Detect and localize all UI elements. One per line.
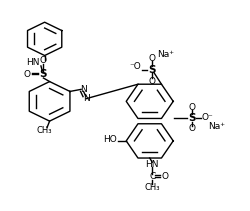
Text: O: O — [188, 124, 195, 133]
Text: O: O — [188, 103, 195, 112]
Text: ⁻O: ⁻O — [130, 62, 141, 71]
Text: HN: HN — [26, 58, 40, 67]
Text: C: C — [149, 172, 155, 181]
Text: CH₃: CH₃ — [37, 126, 52, 135]
Text: CH₃: CH₃ — [144, 183, 160, 192]
Text: Na⁺: Na⁺ — [157, 50, 174, 58]
Text: S: S — [40, 69, 47, 79]
Text: S: S — [188, 113, 196, 123]
Text: O: O — [24, 70, 31, 79]
Text: N: N — [80, 85, 87, 94]
Text: S: S — [148, 65, 155, 75]
Text: HN: HN — [146, 160, 159, 169]
Text: O⁻: O⁻ — [202, 114, 214, 123]
Text: Na⁺: Na⁺ — [208, 122, 225, 131]
Text: O: O — [40, 56, 47, 65]
Text: O: O — [148, 77, 155, 86]
Text: O: O — [162, 172, 168, 181]
Text: HO: HO — [103, 135, 117, 144]
Text: O: O — [148, 54, 155, 63]
Text: N: N — [83, 94, 89, 103]
